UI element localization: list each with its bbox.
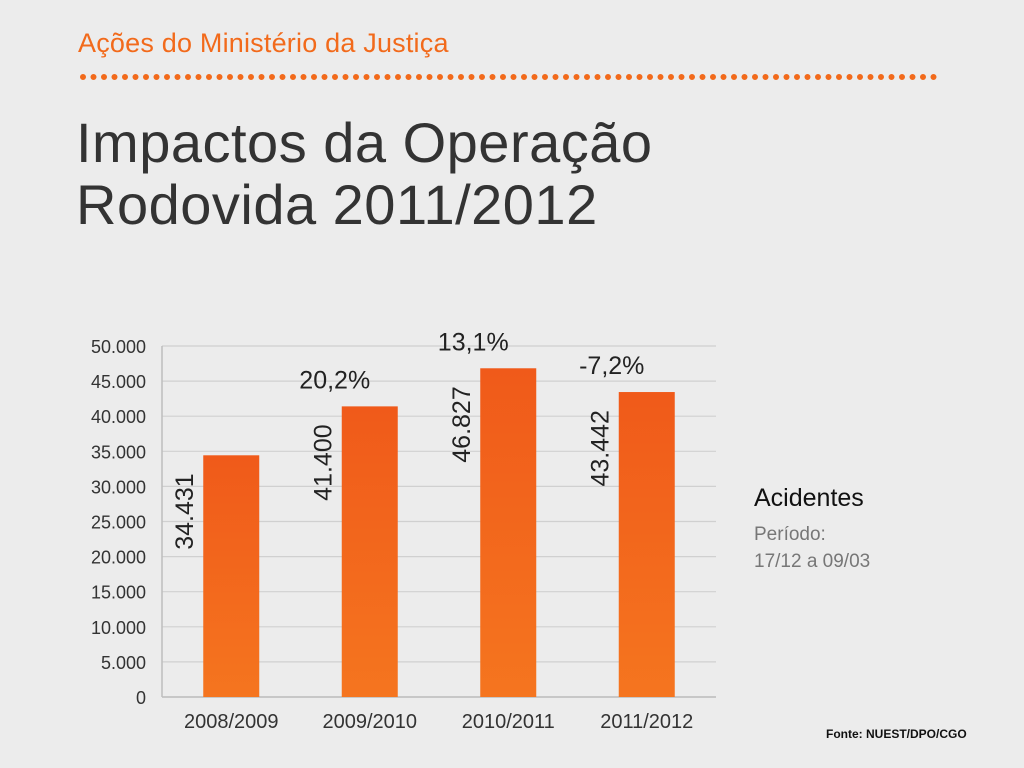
y-tick-label: 10.000 xyxy=(91,618,146,638)
change-percent-label: 20,2% xyxy=(299,366,370,394)
dotted-divider xyxy=(80,74,942,80)
source-note: Fonte: NUEST/DPO/CGO xyxy=(826,727,967,741)
y-tick-label: 0 xyxy=(136,688,146,708)
side-panel-title: Acidentes xyxy=(754,484,864,512)
y-tick-label: 20.000 xyxy=(91,548,146,568)
slide-title-line-1: Impactos da Operação xyxy=(76,111,653,174)
side-panel-period: Período: 17/12 a 09/03 xyxy=(754,521,870,575)
period-value: 17/12 a 09/03 xyxy=(754,551,871,572)
bar xyxy=(203,455,260,697)
y-tick-label: 35.000 xyxy=(91,442,146,462)
y-tick-label: 40.000 xyxy=(91,407,146,427)
change-percent-label: 13,1% xyxy=(438,328,509,356)
bar xyxy=(341,406,398,697)
y-tick-label: 50.000 xyxy=(91,337,146,357)
change-percent-label: -7,2% xyxy=(579,352,644,380)
bar-value-label: 43.442 xyxy=(587,410,615,486)
y-tick-label: 30.000 xyxy=(91,477,146,497)
header-title: Ações do Ministério da Justiça xyxy=(78,28,449,58)
x-category-label: 2008/2009 xyxy=(184,711,279,733)
bar-value-label: 46.827 xyxy=(448,386,476,462)
y-tick-label: 45.000 xyxy=(91,372,146,392)
bar xyxy=(618,392,675,697)
bar-value-label: 41.400 xyxy=(310,424,338,500)
bar xyxy=(480,368,537,697)
period-label: Período: xyxy=(754,524,826,545)
y-tick-label: 5.000 xyxy=(101,653,146,673)
y-tick-label: 15.000 xyxy=(91,583,146,603)
bar-value-label: 34.431 xyxy=(171,473,199,549)
y-tick-label: 25.000 xyxy=(91,513,146,533)
x-category-label: 2011/2012 xyxy=(600,711,693,733)
slide-title: Impactos da Operação Rodovida 2011/2012 xyxy=(76,112,653,236)
slide-title-line-2: Rodovida 2011/2012 xyxy=(76,173,598,236)
x-category-label: 2009/2010 xyxy=(322,711,417,733)
x-category-label: 2010/2011 xyxy=(462,711,555,733)
